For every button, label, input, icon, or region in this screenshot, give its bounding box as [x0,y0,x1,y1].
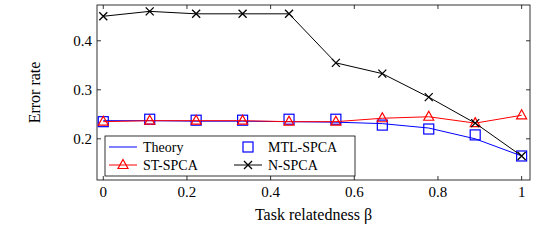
point [424,124,434,134]
point [239,10,247,18]
legend: Theory MTL-SPCA ST-SPCA N-SPCA [105,136,355,176]
legend-label: N-SPCA [268,158,319,173]
point [192,10,200,18]
legend-line [109,165,137,166]
point [378,70,386,78]
point [191,115,201,124]
point [331,116,341,125]
x-tick [103,176,104,180]
point [425,93,433,101]
x-tick-label: 0.2 [178,184,197,200]
point [98,116,108,125]
y-tick [526,138,530,139]
legend-label: Theory [143,140,183,155]
x-tick [103,5,104,9]
x-tick [437,5,438,9]
point [99,12,107,20]
point [284,116,294,125]
x-axis-label: Task relatedness β [255,206,372,224]
x-tick [270,5,271,9]
y-tick [526,89,530,90]
y-tick-label: 0.3 [73,82,92,98]
point [146,7,154,15]
x-tick-label: 0 [100,184,108,200]
series-line [103,11,521,156]
y-tick [97,138,101,139]
legend-line [109,147,137,148]
x-tick-label: 0.6 [345,184,364,200]
x-tick-label: 0.4 [261,184,280,200]
x-tick [186,5,187,9]
x-tick [437,176,438,180]
x-tick-label: 1 [518,184,526,200]
legend-marker [243,142,253,152]
point [238,115,248,124]
y-tick-label: 0.4 [73,33,92,49]
point [331,114,341,124]
legend-label: MTL-SPCA [268,140,338,155]
series-line [103,115,521,123]
point [285,10,293,18]
y-tick [97,89,101,90]
x-tick [521,5,522,9]
point [377,113,387,122]
plot-frame [97,5,530,180]
y-tick [526,40,530,41]
legend-box [105,136,355,176]
y-axis-label: Error rate [26,62,43,124]
point [145,115,155,124]
legend-marker [244,161,252,169]
x-tick [521,176,522,180]
x-tick [270,176,271,180]
point [145,114,155,124]
point [424,111,434,120]
point [470,130,480,140]
point [518,152,526,160]
point [471,119,479,127]
x-tick [354,5,355,9]
legend-label: ST-SPCA [143,158,199,173]
chart: 0 0.2 0.4 0.6 0.8 1 0.2 0.3 0.4 Task relatedness … [0,0,536,228]
legend-marker [118,160,128,169]
x-tick-label: 0.8 [429,184,448,200]
y-tick-label: 0.2 [73,131,92,147]
x-tick [354,176,355,180]
point [517,110,527,119]
point [332,59,340,67]
point [517,151,527,161]
point [284,114,294,124]
y-tick [97,40,101,41]
x-tick [186,176,187,180]
